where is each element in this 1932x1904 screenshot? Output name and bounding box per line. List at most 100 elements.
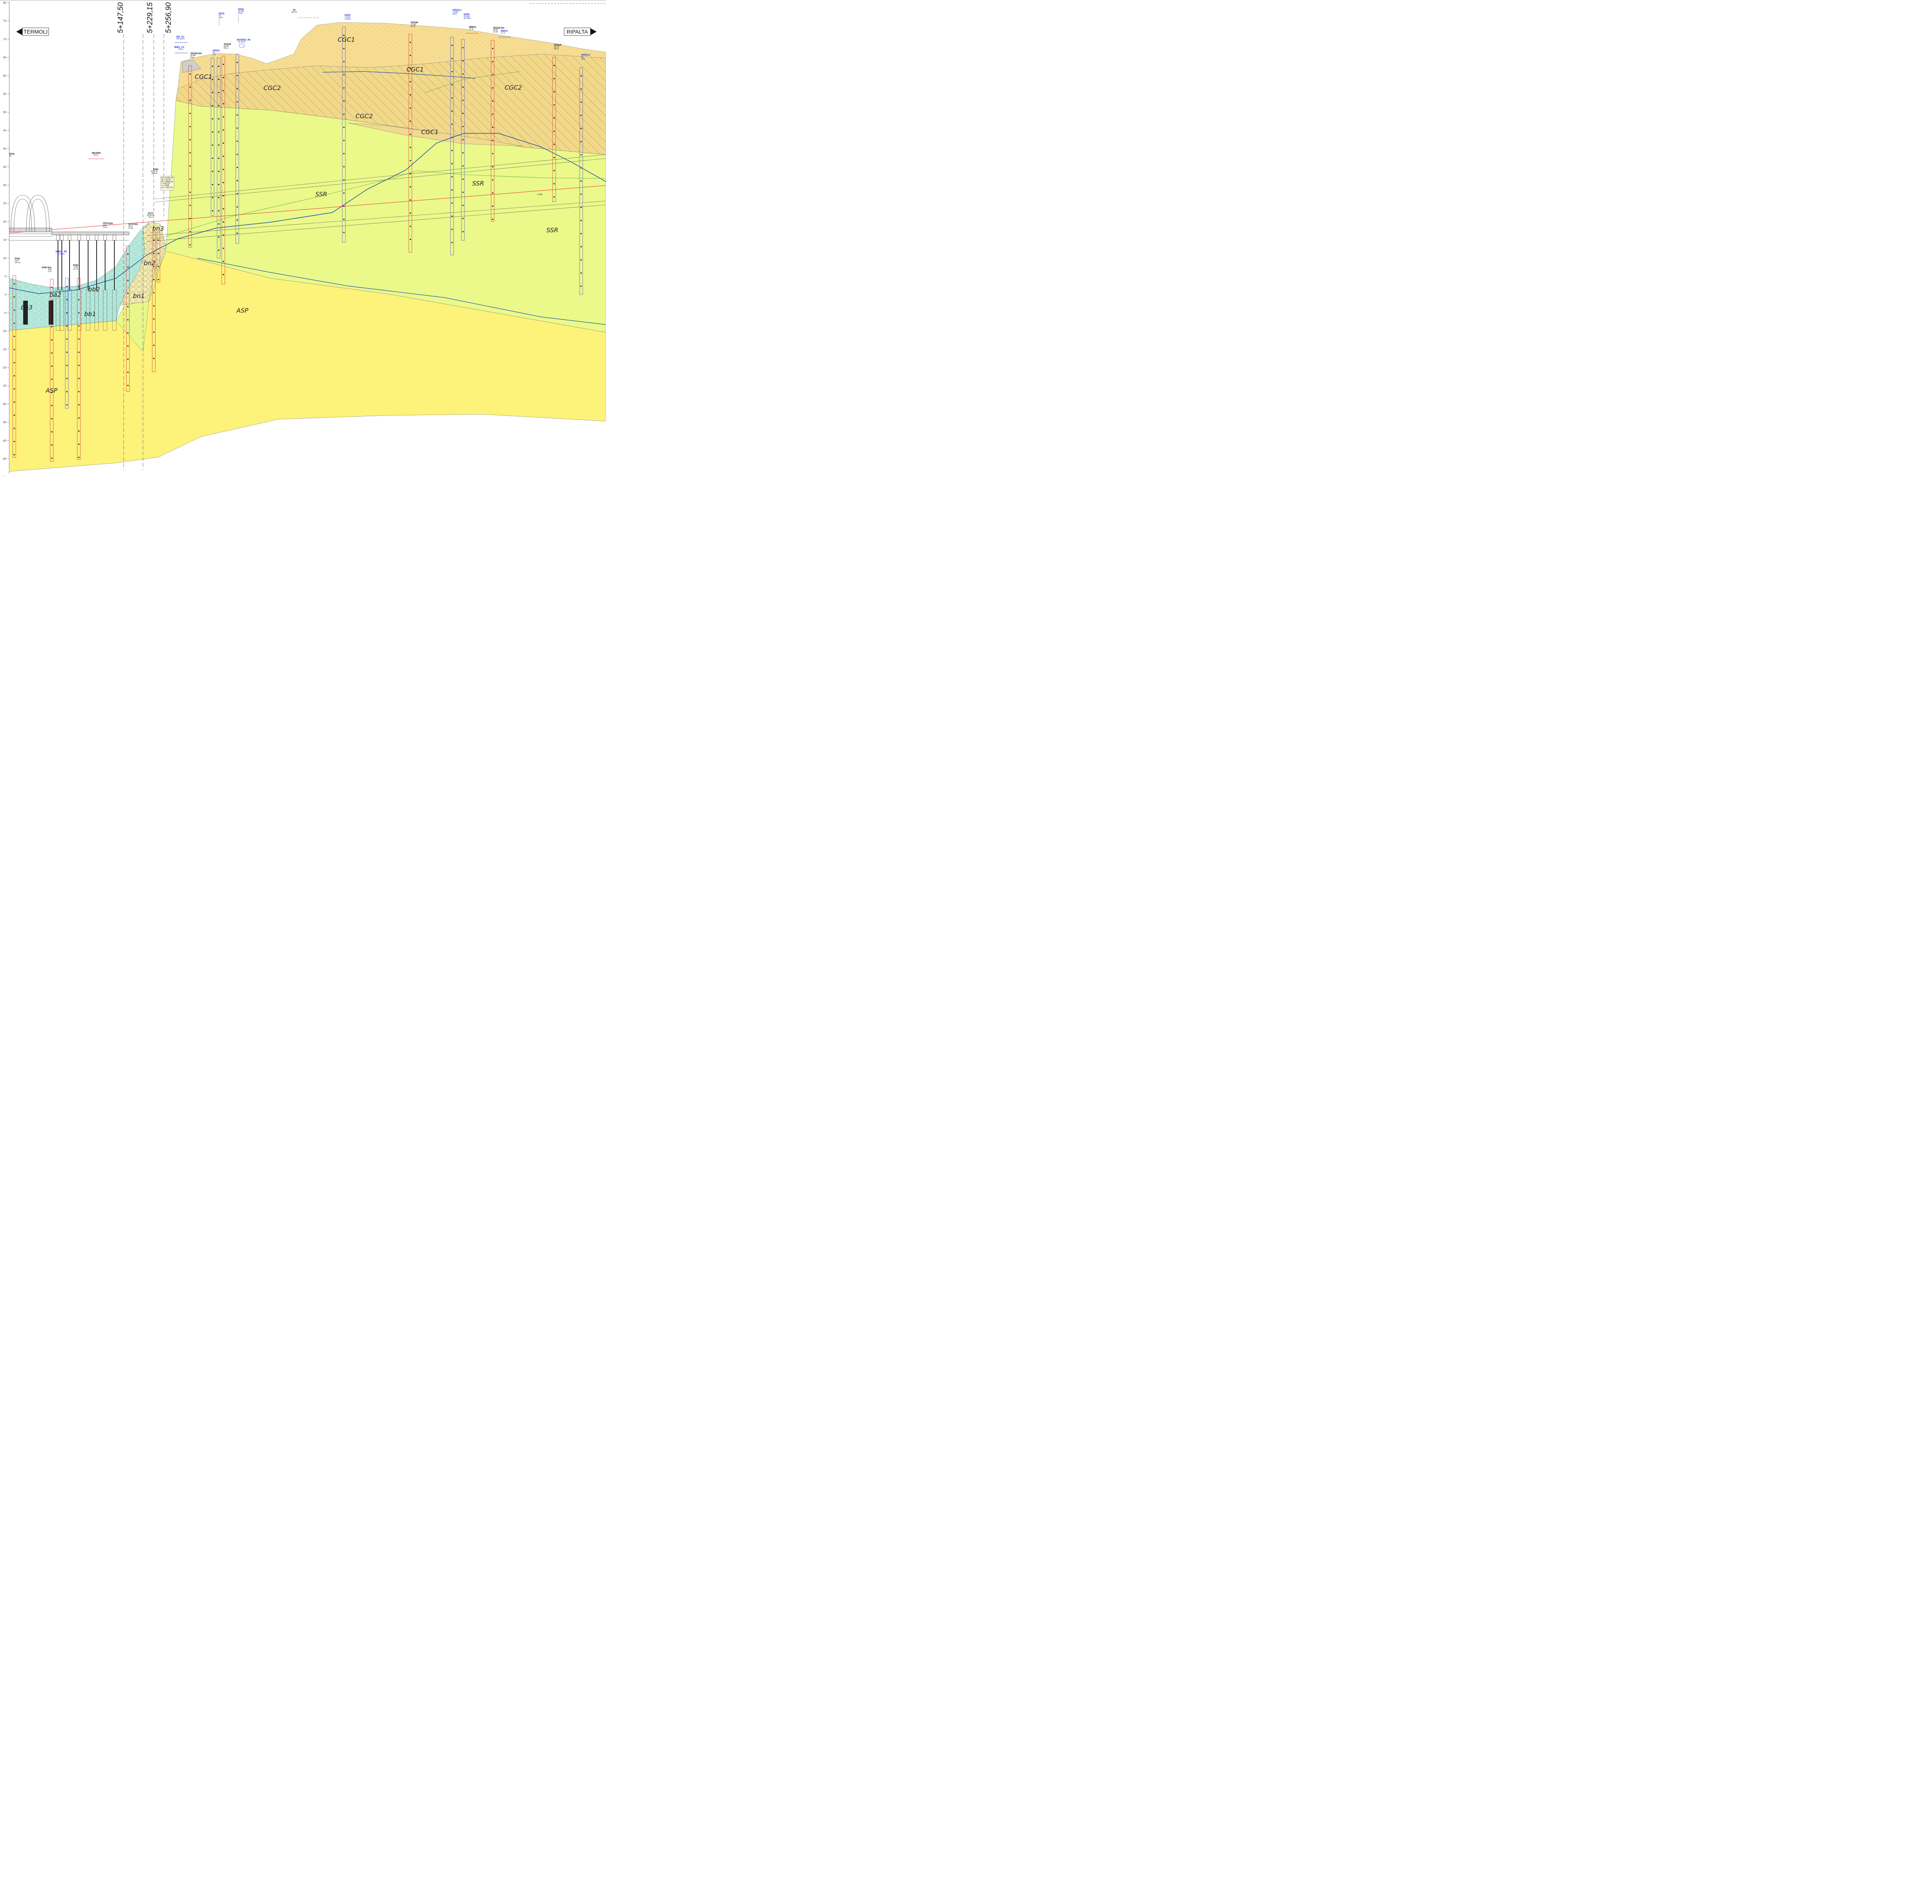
borehole-column	[450, 37, 454, 255]
sample-mark	[212, 145, 213, 146]
bh-label: SPE03	[213, 50, 220, 52]
sample-mark	[462, 113, 464, 114]
sample-mark	[451, 84, 453, 85]
axis-tick-label: 15	[3, 239, 6, 242]
chainage-label-1: 5+147,50	[117, 2, 125, 33]
axis-tick-label: 35	[3, 166, 6, 168]
sample-mark	[212, 79, 213, 80]
bh-sub: 12 dx	[493, 31, 498, 33]
sample-mark	[223, 261, 224, 262]
marker-label: NS02	[238, 9, 244, 11]
sample-mark	[410, 199, 411, 201]
marker-sub: 11 sx	[469, 28, 474, 31]
borehole-columns	[12, 27, 583, 462]
sample-mark	[492, 206, 493, 207]
bh-label: MWS1_PE	[56, 251, 67, 253]
marker-label: MWA3	[501, 30, 508, 32]
sample-mark	[580, 115, 582, 116]
bh-sub: 54 sx	[224, 47, 228, 49]
sample-mark	[580, 141, 582, 142]
sample-mark	[51, 287, 53, 288]
sample-mark	[158, 240, 159, 241]
sample-mark	[218, 79, 219, 80]
sample-mark	[66, 365, 68, 366]
unit-label-cgc1: CGC1	[195, 73, 212, 80]
tunnel-line-2	[154, 158, 606, 202]
marker-sub: 136sx	[178, 48, 184, 51]
sample-mark	[78, 365, 80, 366]
sample-mark	[127, 385, 129, 386]
sample-mark	[553, 131, 555, 132]
sample-mark	[223, 208, 224, 209]
sample-mark	[51, 339, 53, 340]
unit-label-cgc1: CGC1	[421, 128, 439, 136]
sample-mark	[223, 274, 224, 275]
axis-tick-label: 45	[3, 129, 6, 132]
pier-cap	[86, 235, 90, 241]
sample-mark	[492, 140, 493, 141]
sample-mark	[580, 220, 582, 221]
sample-mark	[410, 81, 411, 82]
bh-sub: 62.88	[190, 54, 196, 57]
sample-mark	[410, 186, 411, 187]
sample-mark	[78, 325, 80, 327]
axis-tick-label: -10	[2, 330, 6, 333]
sample-mark	[189, 139, 191, 140]
sample-mark	[580, 88, 582, 90]
sample-mark	[462, 165, 464, 167]
bh-label: S16v-bis	[42, 267, 51, 269]
sample-mark	[189, 244, 191, 245]
marker-sub: 65	[219, 15, 221, 17]
unit-label-cgc1: CGC1	[406, 66, 424, 73]
sample-mark	[66, 299, 68, 300]
marker-sub: 28sx	[218, 17, 223, 19]
sample-mark	[451, 189, 453, 191]
axis-tick-label: 55	[3, 93, 6, 96]
sample-mark	[580, 246, 582, 247]
axis-tick-label: -5	[4, 312, 6, 315]
sample-mark	[410, 160, 411, 161]
sample-mark	[236, 233, 238, 234]
bh-sub: 65.648	[464, 15, 470, 18]
sample-mark	[51, 392, 53, 393]
sample-mark	[189, 179, 191, 180]
sample-mark	[410, 107, 411, 109]
sample-mark	[553, 157, 555, 158]
sample-mark	[223, 116, 224, 117]
bh-sub: 60	[581, 56, 583, 58]
sample-mark	[223, 235, 224, 236]
sample-mark	[14, 323, 15, 324]
sample-mark	[51, 352, 53, 354]
green-line-top	[425, 71, 520, 93]
sample-mark	[78, 444, 80, 445]
sample-mark	[14, 428, 15, 429]
sample-mark	[189, 100, 191, 101]
sample-mark	[410, 68, 411, 69]
sample-mark	[127, 319, 129, 320]
sample-mark	[51, 366, 53, 367]
sample-mark	[212, 197, 213, 198]
sample-mark	[580, 102, 582, 103]
unit-label-bn1: bn1	[133, 292, 145, 299]
sample-mark	[236, 219, 238, 221]
sample-mark	[153, 345, 155, 346]
sample-mark	[553, 170, 555, 171]
sample-mark	[189, 205, 191, 206]
unit-label-bb1: bb1	[84, 310, 96, 318]
bh-sub: 64.86	[224, 45, 229, 48]
marker-label: MWS_A1	[174, 46, 184, 49]
sample-mark	[492, 87, 493, 88]
axis-tick-label: -25	[2, 385, 6, 388]
unit-label-bn3: bn3	[152, 225, 164, 232]
bh-sub: 30.02 m	[151, 170, 158, 173]
sample-mark	[212, 66, 213, 67]
bh-sub: 5.14	[15, 260, 19, 262]
sample-mark	[158, 279, 159, 280]
sample-mark	[462, 192, 464, 193]
sample-mark	[153, 240, 155, 241]
sample-mark	[218, 184, 219, 185]
sample-mark	[492, 166, 493, 167]
sample-mark	[14, 441, 15, 442]
unit-label-asp: ASP	[236, 307, 248, 314]
sample-mark	[451, 150, 453, 151]
